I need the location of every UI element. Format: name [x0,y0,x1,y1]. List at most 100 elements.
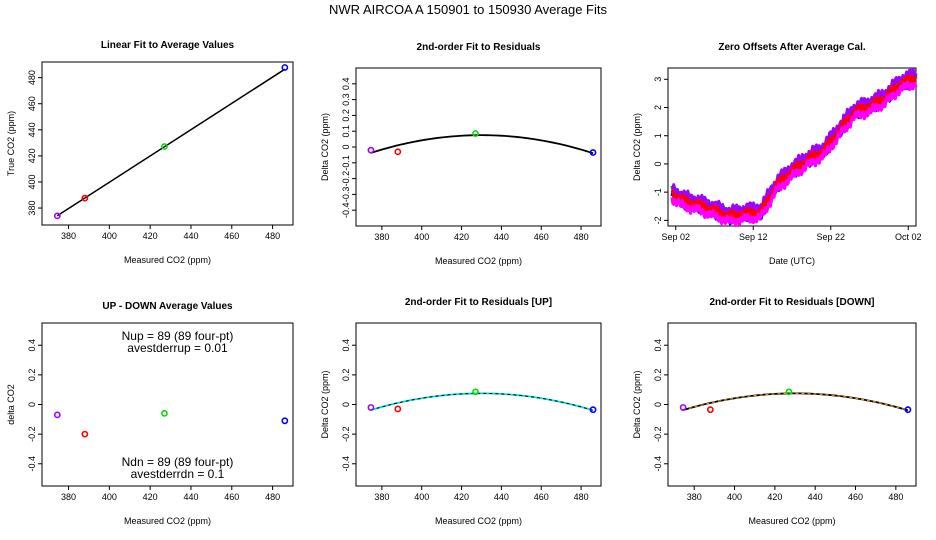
x-tick-label: 460 [534,232,549,242]
x-tick-label: 380 [61,492,76,502]
panel-zero: Zero Offsets After Average Cal. Sep 02 Sep… [632,42,922,266]
y-tick-label: 0.2 [27,369,37,382]
y-tick-label: -0.2 [341,171,351,187]
y-tick-label: -1 [653,188,663,196]
data-point [904,406,912,414]
y-tick-label: 0.2 [341,369,351,382]
data-point [394,405,402,413]
data-point [367,404,375,411]
x-tick-label: 440 [494,492,509,502]
panel-updown: UP - DOWN Average Values 380 400 420 440 460 4… [6,301,294,526]
x-tick-label: Sep 22 [816,232,845,242]
fit-curve [370,392,594,412]
x-tick-label: 380 [374,232,389,242]
y-tick-label: 3 [653,77,663,82]
x-tick-label: 480 [265,492,280,502]
y-tick-label: -0.2 [27,426,37,442]
panel-title: Linear Fit to Average Values [101,40,235,51]
y-axis-label: True CO2 (ppm) [6,111,16,176]
y-tick-label: 1 [653,133,663,138]
y-tick-label: 420 [27,148,37,163]
x-tick-label: 380 [61,231,76,241]
y-tick-label: 2 [653,105,663,110]
y-tick-label: 0 [341,144,351,149]
data-point [81,430,89,438]
data-point [472,130,479,137]
data-point [53,212,61,220]
y-tick-label: -0.3 [341,187,351,203]
data-point [706,406,714,414]
y-tick-label: 0.4 [341,78,351,91]
y-tick-label: -0.2 [341,426,351,442]
y-tick-label: 400 [27,174,37,189]
x-tick-label: 420 [454,492,469,502]
y-tick-label: 0 [653,161,663,166]
y-tick-label: 0.2 [341,109,351,122]
x-tick-label: 380 [687,492,702,502]
plot-frame [41,61,294,226]
x-tick-label: 400 [727,492,742,502]
x-tick-label: 440 [494,232,509,242]
x-tick-label: 440 [808,492,823,502]
x-tick-label: 460 [848,492,863,502]
y-tick-label: 0 [653,402,663,407]
x-axis-label: Date (UTC) [769,256,815,266]
x-tick-label: 440 [183,492,198,502]
y-tick-label: 0.4 [27,339,37,352]
x-tick-label: Oct 02 [895,232,922,242]
y-tick-label: 0.4 [341,339,351,352]
data-point [53,411,61,419]
panel-title: 2nd-order Fit to Residuals [DOWN] [710,297,875,308]
y-axis-label: Delta CO2 (ppm) [320,370,330,438]
x-tick-label: 480 [265,231,280,241]
annotation-text: Ndn = 89 (89 four-pt) [122,455,234,469]
data-point [589,406,597,414]
x-tick-label: 480 [574,232,589,242]
y-tick-label: 440 [27,122,37,137]
data-point [161,409,168,417]
x-axis-label: Measured CO2 (ppm) [124,255,211,265]
x-tick-label: Sep 12 [739,232,768,242]
panel-title: 2nd-order Fit to Residuals [417,42,541,53]
x-axis-label: Measured CO2 (ppm) [124,516,211,526]
y-tick-label: 460 [27,96,37,111]
y-tick-label: -0.4 [27,456,37,472]
panel-title: UP - DOWN Average Values [102,301,233,312]
data-point [679,404,687,411]
x-tick-label: 440 [183,231,198,241]
y-axis-label: Delta CO2 (ppm) [632,370,642,438]
x-tick-label: 460 [224,231,239,241]
y-tick-label: 0.1 [341,125,351,138]
plot-panels: Linear Fit to Average Values 380 400 420 440… [6,40,922,526]
x-tick-label: 420 [454,232,469,242]
y-tick-label: 0.2 [653,369,663,382]
fit-curve-overlay [370,392,594,411]
fit-curve-overlay [682,392,909,411]
y-tick-label: -0.4 [341,202,351,218]
annotation-text: Nup = 89 (89 four-pt) [122,329,234,343]
x-tick-label: Sep 02 [661,232,690,242]
y-axis-label: Delta CO2 (ppm) [632,113,642,181]
data-point [785,388,793,396]
x-tick-label: 420 [767,492,782,502]
x-axis-label: Measured CO2 (ppm) [748,516,835,526]
y-tick-label: 0 [27,402,37,407]
data-point [394,148,402,156]
y-tick-label: 0.3 [341,93,351,106]
data-point [281,64,289,71]
x-tick-label: 400 [102,492,117,502]
data-point [472,388,479,396]
x-axis-label: Measured CO2 (ppm) [435,256,522,266]
annotation-text: avestderrup = 0.01 [127,341,228,355]
y-tick-label: -0.4 [341,456,351,472]
x-tick-label: 400 [414,232,429,242]
x-tick-label: 400 [102,231,117,241]
y-tick-label: -2 [653,216,663,224]
plot-frame [667,67,917,227]
panel-linear: Linear Fit to Average Values 380 400 420 440… [6,40,294,265]
x-tick-label: 480 [888,492,903,502]
y-tick-label: -0.2 [653,426,663,442]
annotation-text: avestderrdn = 0.1 [131,467,225,481]
panel-resid: 2nd-order Fit to Residuals 380 400 420 440 46… [320,42,602,266]
